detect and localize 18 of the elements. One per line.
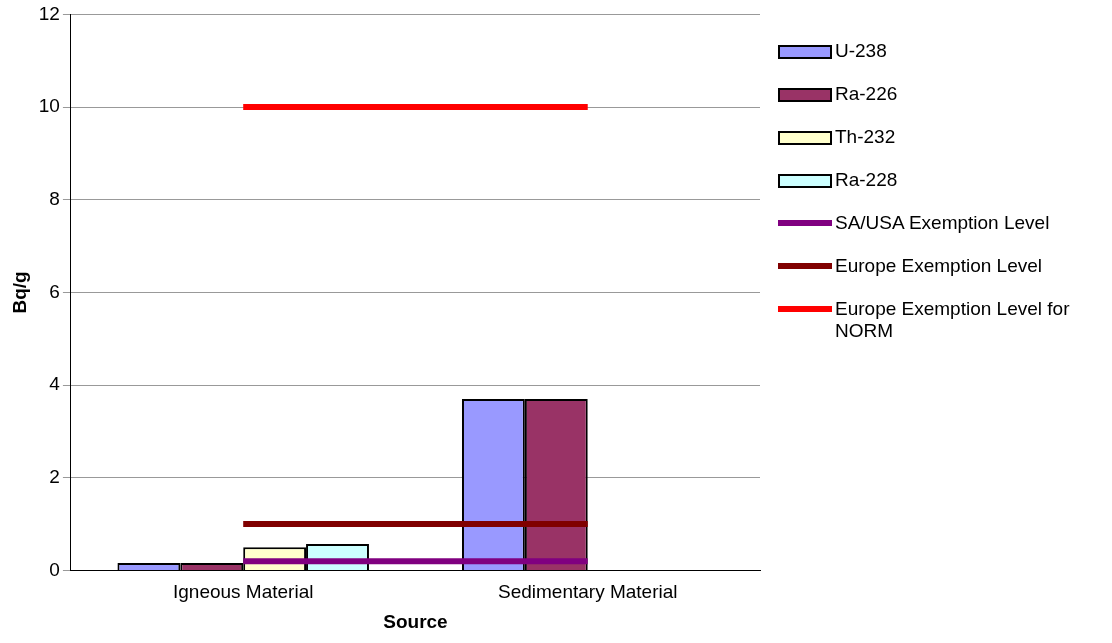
y-tick-label: 2 [49, 465, 60, 487]
y-tick-label: 8 [49, 187, 60, 209]
x-tick-label: Igneous Material [172, 581, 314, 603]
legend-label: Europe Exemption Level [835, 255, 1043, 277]
y-tick-label: 6 [49, 280, 60, 302]
legend-label: Europe Exemption Level for NORM [835, 298, 1071, 342]
legend-label: Ra-228 [835, 169, 898, 191]
legend-label: Th-232 [835, 126, 896, 148]
legend-label: Ra-226 [835, 83, 898, 105]
x-axis-title: Source [383, 610, 448, 632]
y-tick-label: 10 [38, 95, 60, 117]
x-tick-label: Sedimentary Material [497, 581, 678, 603]
y-tick-label: 4 [49, 373, 61, 395]
y-tick-label: 12 [38, 2, 60, 24]
y-axis-title: Bq/g [8, 271, 30, 314]
legend-label: SA/USA Exemption Level [835, 212, 1050, 234]
y-tick-label: 0 [49, 558, 60, 580]
legend-label: U-238 [835, 40, 887, 62]
